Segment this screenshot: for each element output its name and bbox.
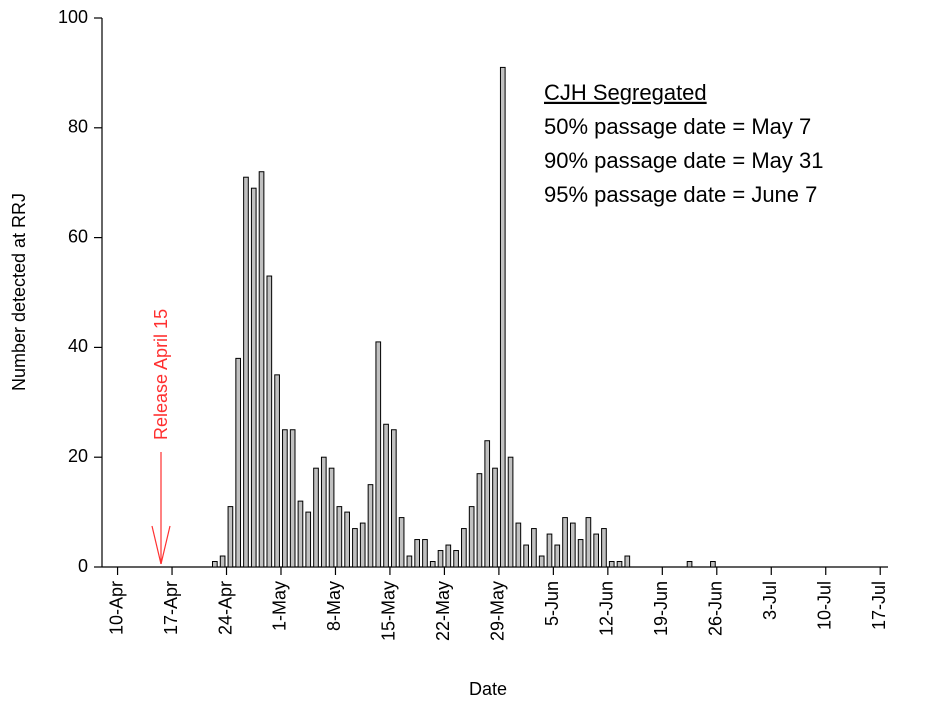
bar [344, 511, 350, 568]
annotation: 90% passage date = May 31 [544, 148, 823, 173]
bar [227, 506, 234, 568]
bar [686, 561, 693, 568]
bar [383, 423, 389, 568]
release-label: Release April 15 [151, 309, 171, 440]
bar [515, 522, 522, 568]
bar [320, 456, 327, 568]
annotation: 95% passage date = June 7 [544, 182, 817, 207]
bar [289, 429, 296, 568]
x-tick-label: 17-Apr [161, 581, 181, 635]
bar [554, 544, 561, 568]
bar [523, 544, 529, 568]
bar [562, 517, 568, 568]
bar [492, 467, 498, 568]
x-tick-label: 12-Jun [597, 581, 617, 636]
y-tick-label: 80 [68, 117, 88, 137]
bar [577, 539, 584, 568]
bar [398, 517, 405, 568]
bar [359, 522, 366, 568]
bar [468, 506, 475, 568]
x-tick-label: 19-Jun [651, 581, 671, 636]
x-tick-label: 24-Apr [215, 581, 235, 635]
bar [258, 171, 265, 568]
bar [250, 187, 257, 568]
bar [367, 484, 374, 568]
bar [461, 528, 467, 568]
x-tick-label: 8-May [324, 581, 344, 631]
bar [422, 539, 428, 568]
x-tick-label: 22-May [433, 581, 453, 641]
bar [601, 528, 607, 568]
bar [710, 561, 716, 568]
x-tick-label: 29-May [488, 581, 508, 641]
bar [274, 374, 280, 568]
x-tick-label: 10-Apr [106, 581, 126, 635]
bar [212, 561, 218, 568]
bar [313, 467, 319, 568]
bar [375, 341, 382, 568]
x-axis-label: Date [469, 679, 507, 699]
bar [445, 544, 452, 568]
bar [484, 440, 491, 568]
bar [282, 429, 288, 568]
bar [585, 517, 592, 568]
bar [429, 561, 436, 568]
bar [499, 66, 506, 568]
x-tick-label: 17-Jul [869, 581, 889, 630]
bar [608, 561, 615, 568]
bar [624, 555, 631, 568]
bar [414, 539, 421, 568]
bar [235, 357, 242, 568]
x-tick-label: 5-Jun [542, 581, 562, 626]
x-tick-label: 26-Jun [706, 581, 726, 636]
x-tick-label: 15-May [379, 581, 399, 641]
y-tick-label: 60 [68, 226, 88, 246]
y-tick-label: 20 [68, 446, 88, 466]
bar [297, 500, 304, 568]
bar [352, 528, 358, 568]
bar [437, 550, 444, 568]
bar [266, 275, 273, 568]
bar [406, 555, 413, 568]
bar [616, 561, 623, 568]
annotation: CJH Segregated [544, 80, 707, 105]
bar [507, 456, 514, 568]
bar [243, 176, 249, 568]
bar [328, 467, 335, 568]
bar [453, 550, 459, 568]
y-axis-label: Number detected at RRJ [9, 193, 29, 391]
y-tick-label: 40 [68, 336, 88, 356]
bar [569, 522, 576, 568]
y-tick-label: 0 [78, 556, 88, 576]
x-tick-label: 10-Jul [814, 581, 834, 630]
bar [219, 555, 226, 568]
annotation: 50% passage date = May 7 [544, 114, 811, 139]
bar [476, 473, 483, 568]
release-arrow [151, 452, 171, 565]
bar [546, 533, 553, 568]
bar [531, 528, 537, 568]
y-tick-label: 100 [58, 7, 88, 27]
bar [390, 429, 397, 568]
bar [336, 506, 343, 568]
x-tick-label: 3-Jul [760, 581, 780, 620]
bar [538, 555, 545, 568]
x-tick-label: 1-May [270, 581, 290, 631]
bar [593, 533, 600, 568]
bar [305, 511, 312, 568]
